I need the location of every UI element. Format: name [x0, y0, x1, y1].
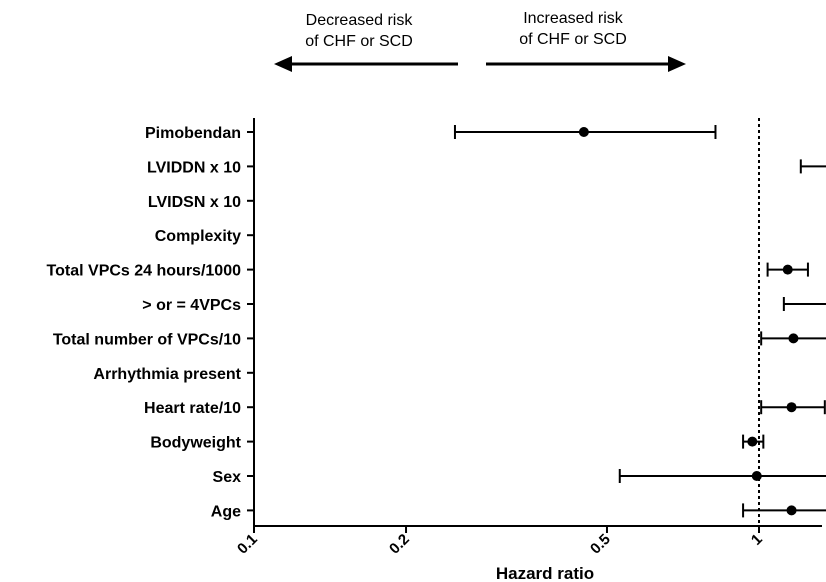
category-label: Total VPCs 24 hours/1000	[47, 263, 242, 280]
x-axis-ticks: 0.10.20.512510	[234, 526, 766, 558]
category-label: Age	[211, 503, 241, 520]
estimate-point	[786, 505, 797, 516]
estimate-point	[782, 264, 793, 275]
estimate-point	[786, 402, 797, 413]
category-label: Bodyweight	[150, 435, 241, 452]
estimate-point	[751, 471, 762, 481]
category-label: Arrhythmia present	[93, 366, 241, 383]
y-axis-categories: Pimobendan LVIDDN x 10 LVIDSN x 10 Complexi…	[47, 125, 254, 520]
x-axis-title: Hazard ratio	[496, 564, 594, 582]
category-label: Total number of VPCs/10	[53, 331, 241, 348]
estimate-point	[747, 436, 758, 447]
increased-risk-label-line2: of CHF or SCD	[519, 31, 627, 48]
x-tick-label: 1	[748, 531, 766, 549]
category-label: Heart rate/10	[144, 400, 241, 417]
estimate-point	[578, 127, 589, 137]
increased-risk-arrow-head	[668, 56, 686, 72]
increased-risk-label-line1: Increased risk	[523, 10, 624, 27]
estimate-point	[788, 333, 799, 344]
hazard-ratio-marks	[453, 125, 826, 518]
x-tick-label: 0.5	[587, 531, 614, 558]
decreased-risk-arrow-head	[274, 56, 292, 72]
decreased-risk-label-line2: of CHF or SCD	[305, 33, 413, 50]
x-tick-label: 0.1	[234, 531, 261, 558]
risk-annotations: Decreased risk of CHF or SCD Increased r…	[274, 10, 686, 72]
category-label: LVIDSN x 10	[148, 194, 241, 211]
category-label: Sex	[213, 469, 242, 486]
category-label: LVIDDN x 10	[147, 159, 241, 176]
category-label: > or = 4VPCs	[142, 297, 241, 314]
category-label: Pimobendan	[145, 125, 241, 142]
x-tick-label: 0.2	[386, 531, 413, 558]
category-label: Complexity	[155, 228, 241, 245]
decreased-risk-label-line1: Decreased risk	[306, 12, 414, 29]
